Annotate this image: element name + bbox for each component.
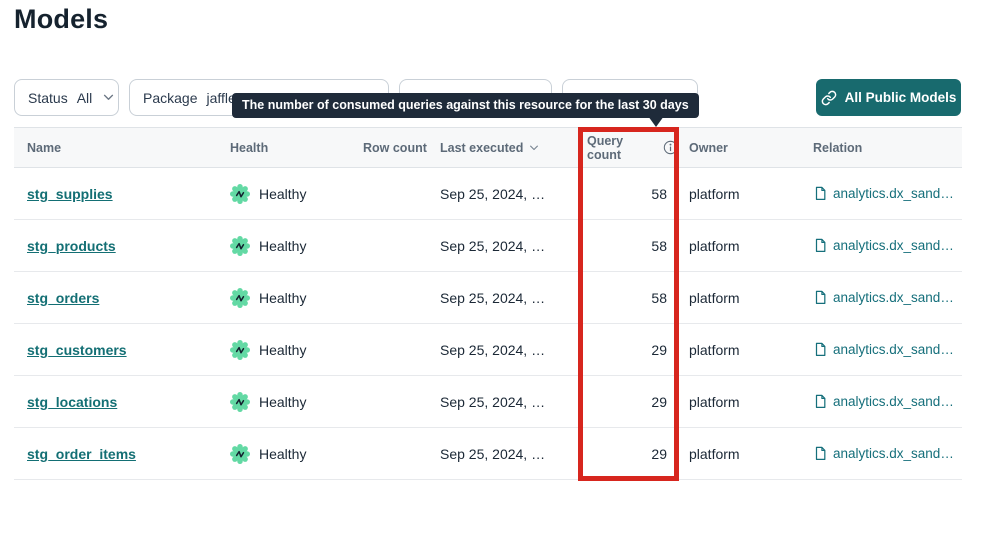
relation-text: analytics.dx_sand… bbox=[833, 394, 954, 409]
relation-link[interactable]: analytics.dx_sand… bbox=[813, 290, 954, 305]
table-row: stg_customers bbox=[14, 324, 962, 376]
link-icon bbox=[821, 90, 837, 106]
table-header-row: Name Health Row count Last executed Quer… bbox=[14, 127, 962, 168]
health-status-label: Healthy bbox=[259, 341, 307, 358]
query-count-value: 58 bbox=[651, 237, 667, 254]
last-executed-value: Sep 25, 2024, … bbox=[440, 341, 546, 358]
model-name-link[interactable]: stg_locations bbox=[27, 393, 118, 410]
last-executed-value: Sep 25, 2024, … bbox=[440, 445, 546, 462]
column-header-relation: Relation bbox=[813, 140, 863, 155]
relation-link[interactable]: analytics.dx_sand… bbox=[813, 342, 954, 357]
relation-link[interactable]: analytics.dx_sand… bbox=[813, 446, 954, 461]
table-body: stg_supplies bbox=[14, 168, 962, 480]
table-row: stg_products bbox=[14, 220, 962, 272]
last-executed-value: Sep 25, 2024, … bbox=[440, 393, 546, 410]
owner-value: platform bbox=[689, 393, 740, 410]
query-count-value: 58 bbox=[651, 289, 667, 306]
query-count-label: Query count bbox=[587, 133, 624, 162]
health-status-label: Healthy bbox=[259, 445, 307, 462]
document-icon bbox=[813, 342, 827, 357]
healthy-status-icon bbox=[230, 183, 250, 204]
last-executed-label: Last executed bbox=[440, 140, 524, 155]
owner-value: platform bbox=[689, 237, 740, 254]
last-executed-value: Sep 25, 2024, … bbox=[440, 185, 546, 202]
relation-link[interactable]: analytics.dx_sand… bbox=[813, 394, 954, 409]
column-header-owner: Owner bbox=[689, 140, 728, 155]
query-count-tooltip: The number of consumed queries against t… bbox=[232, 93, 699, 118]
health-status-label: Healthy bbox=[259, 185, 307, 202]
last-executed-value: Sep 25, 2024, … bbox=[440, 237, 546, 254]
status-filter-label: Status bbox=[28, 89, 68, 106]
table-row: stg_order_items bbox=[14, 428, 962, 480]
healthy-status-icon bbox=[230, 287, 250, 308]
relation-text: analytics.dx_sand… bbox=[833, 186, 954, 201]
sort-chevron-down-icon bbox=[529, 145, 539, 151]
relation-link[interactable]: analytics.dx_sand… bbox=[813, 186, 954, 201]
query-count-value: 58 bbox=[651, 185, 667, 202]
page-title: Models bbox=[14, 4, 109, 34]
owner-value: platform bbox=[689, 289, 740, 306]
healthy-status-icon bbox=[230, 235, 250, 256]
table-row: stg_locations bbox=[14, 376, 962, 428]
package-filter-label: Package bbox=[143, 89, 198, 106]
tooltip-caret bbox=[648, 116, 664, 127]
healthy-status-icon bbox=[230, 391, 250, 412]
document-icon bbox=[813, 186, 827, 201]
owner-value: platform bbox=[689, 341, 740, 358]
query-count-value: 29 bbox=[651, 341, 667, 358]
info-icon[interactable] bbox=[663, 140, 678, 155]
status-filter-dropdown[interactable]: Status All bbox=[14, 79, 119, 116]
relation-text: analytics.dx_sand… bbox=[833, 238, 954, 253]
relation-text: analytics.dx_sand… bbox=[833, 290, 954, 305]
document-icon bbox=[813, 290, 827, 305]
column-header-query-count: Query count bbox=[587, 134, 678, 162]
relation-text: analytics.dx_sand… bbox=[833, 342, 954, 357]
health-status-label: Healthy bbox=[259, 393, 307, 410]
model-name-link[interactable]: stg_order_items bbox=[27, 445, 136, 462]
relation-text: analytics.dx_sand… bbox=[833, 446, 954, 461]
document-icon bbox=[813, 446, 827, 461]
owner-value: platform bbox=[689, 185, 740, 202]
column-header-health: Health bbox=[230, 140, 269, 155]
query-count-value: 29 bbox=[651, 445, 667, 462]
all-public-models-button[interactable]: All Public Models bbox=[816, 79, 961, 116]
healthy-status-icon bbox=[230, 339, 250, 360]
owner-value: platform bbox=[689, 445, 740, 462]
health-status-label: Healthy bbox=[259, 289, 307, 306]
document-icon bbox=[813, 394, 827, 409]
table-row: stg_orders bbox=[14, 272, 962, 324]
models-table: Name Health Row count Last executed Quer… bbox=[14, 127, 962, 480]
query-count-value: 29 bbox=[651, 393, 667, 410]
column-header-last-executed[interactable]: Last executed bbox=[440, 141, 587, 155]
column-header-row-count: Row count bbox=[363, 140, 427, 155]
column-header-name: Name bbox=[27, 140, 62, 155]
document-icon bbox=[813, 238, 827, 253]
chevron-down-icon bbox=[103, 94, 114, 101]
last-executed-value: Sep 25, 2024, … bbox=[440, 289, 546, 306]
health-status-label: Healthy bbox=[259, 237, 307, 254]
healthy-status-icon bbox=[230, 443, 250, 464]
model-name-link[interactable]: stg_orders bbox=[27, 289, 100, 306]
status-filter-value: All bbox=[76, 89, 93, 106]
model-name-link[interactable]: stg_supplies bbox=[27, 185, 113, 202]
model-name-link[interactable]: stg_products bbox=[27, 237, 116, 254]
relation-link[interactable]: analytics.dx_sand… bbox=[813, 238, 954, 253]
model-name-link[interactable]: stg_customers bbox=[27, 341, 127, 358]
table-row: stg_supplies bbox=[14, 168, 962, 220]
all-public-models-label: All Public Models bbox=[844, 90, 957, 105]
